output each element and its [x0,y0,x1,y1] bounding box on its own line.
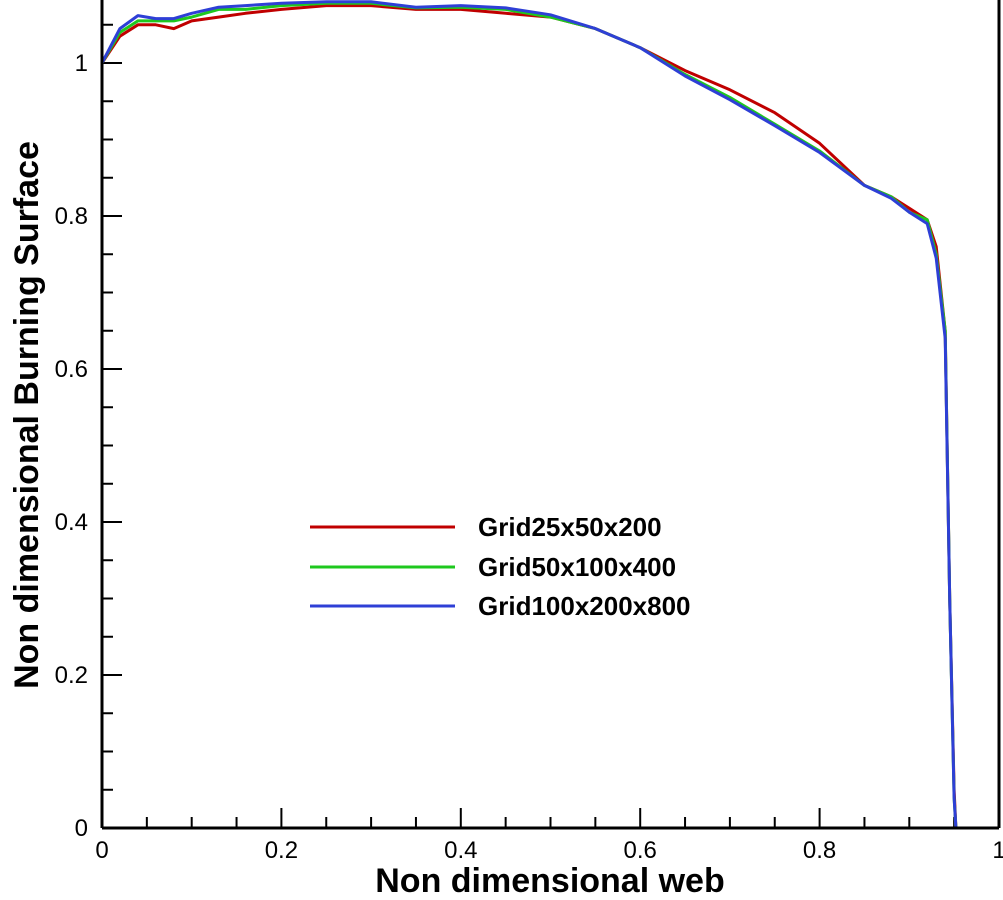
x-tick-label: 0.8 [803,837,836,864]
legend-label-1: Grid25x50x200 [478,512,662,542]
y-tick-label: 0 [75,815,88,842]
x-axis-title: Non dimensional web [375,862,724,900]
tick-marks [101,23,1000,829]
legend-label-3: Grid100x200x800 [478,591,691,621]
legend-label-2: Grid50x100x400 [478,552,676,582]
series-line-2 [100,1,958,829]
y-tick-label: 1 [75,50,88,77]
y-tick-label: 0.4 [55,509,88,536]
tick-labels: 0 0.2 0.4 0.6 0.8 1 0 0.2 0.4 0.6 0.8 1 [55,50,1003,864]
x-tick-label: 0.2 [265,837,298,864]
series-lines [100,0,958,829]
y-tick-label: 0.6 [55,356,88,383]
y-tick-label: 0.8 [55,203,88,230]
x-tick-label: 0.4 [444,837,477,864]
legend: Grid25x50x200 Grid50x100x400 Grid100x200x8… [310,512,691,621]
series-line-3 [100,0,958,829]
x-tick-label: 0 [95,837,108,864]
x-tick-label: 0.6 [624,837,657,864]
y-axis-title: Non dimensional Burning Surface [8,141,46,689]
x-tick-label: 1 [992,837,1003,864]
series-line-1 [100,4,958,829]
y-tick-label: 0.2 [55,662,88,689]
